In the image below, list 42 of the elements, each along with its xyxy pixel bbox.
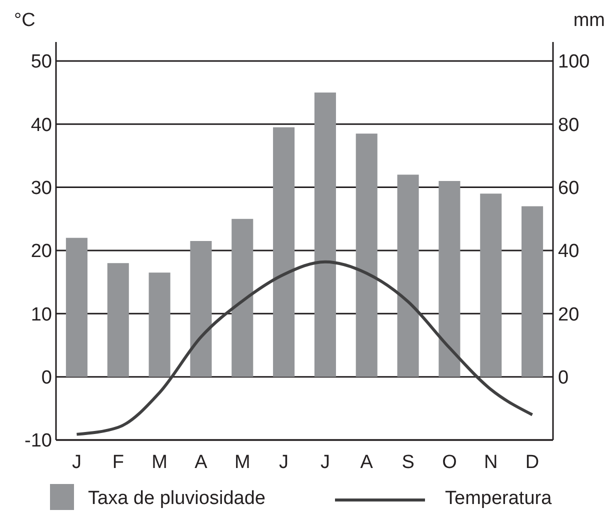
line-series [75,260,534,436]
y2-tick-label: 20 [558,304,580,326]
y-tick-label: 20 [30,241,52,262]
x-tick-label: J [279,452,289,473]
bar [438,180,460,377]
bar [397,174,419,377]
y2-tick-label: 60 [558,178,580,199]
bar [480,194,502,377]
legend-label: Taxa de pluviosidade [88,488,266,509]
bar [356,134,378,377]
x-tick-label: O [442,452,457,473]
y-tick-label: 10 [30,304,52,326]
x-tick-label: N [484,452,498,473]
y2-tick-label: 100 [558,52,590,73]
y-tick-label: 50 [30,52,52,73]
bar [314,92,336,377]
bar [148,272,170,377]
x-tick-label: A [360,452,374,473]
x-tick-label: D [525,452,540,473]
bar [232,218,254,377]
x-tick-label: M [234,452,250,473]
y-tick-label: -10 [24,430,52,452]
x-tick-label: F [112,452,124,473]
y-tick-label: 30 [30,178,52,199]
y2-tick-label: 0 [558,367,569,388]
y-tick-label: 0 [41,367,52,388]
bar [190,241,212,377]
bar [107,263,129,377]
x-tick-label: S [402,452,414,473]
x-tick-label: A [194,452,208,473]
y-axis-title: °C [14,10,36,31]
y2-tick-label: 80 [558,114,580,136]
x-tick-label: M [152,452,168,473]
bar [273,127,295,377]
legend-label: Temperatura [445,488,552,509]
bar [66,238,88,377]
x-tick-label: J [72,452,82,473]
y2-axis-title: mm [573,10,605,31]
bar [522,206,544,377]
y2-tick-label: 40 [558,241,580,262]
x-tick-label: J [320,452,330,473]
y-tick-label: 40 [30,114,52,136]
